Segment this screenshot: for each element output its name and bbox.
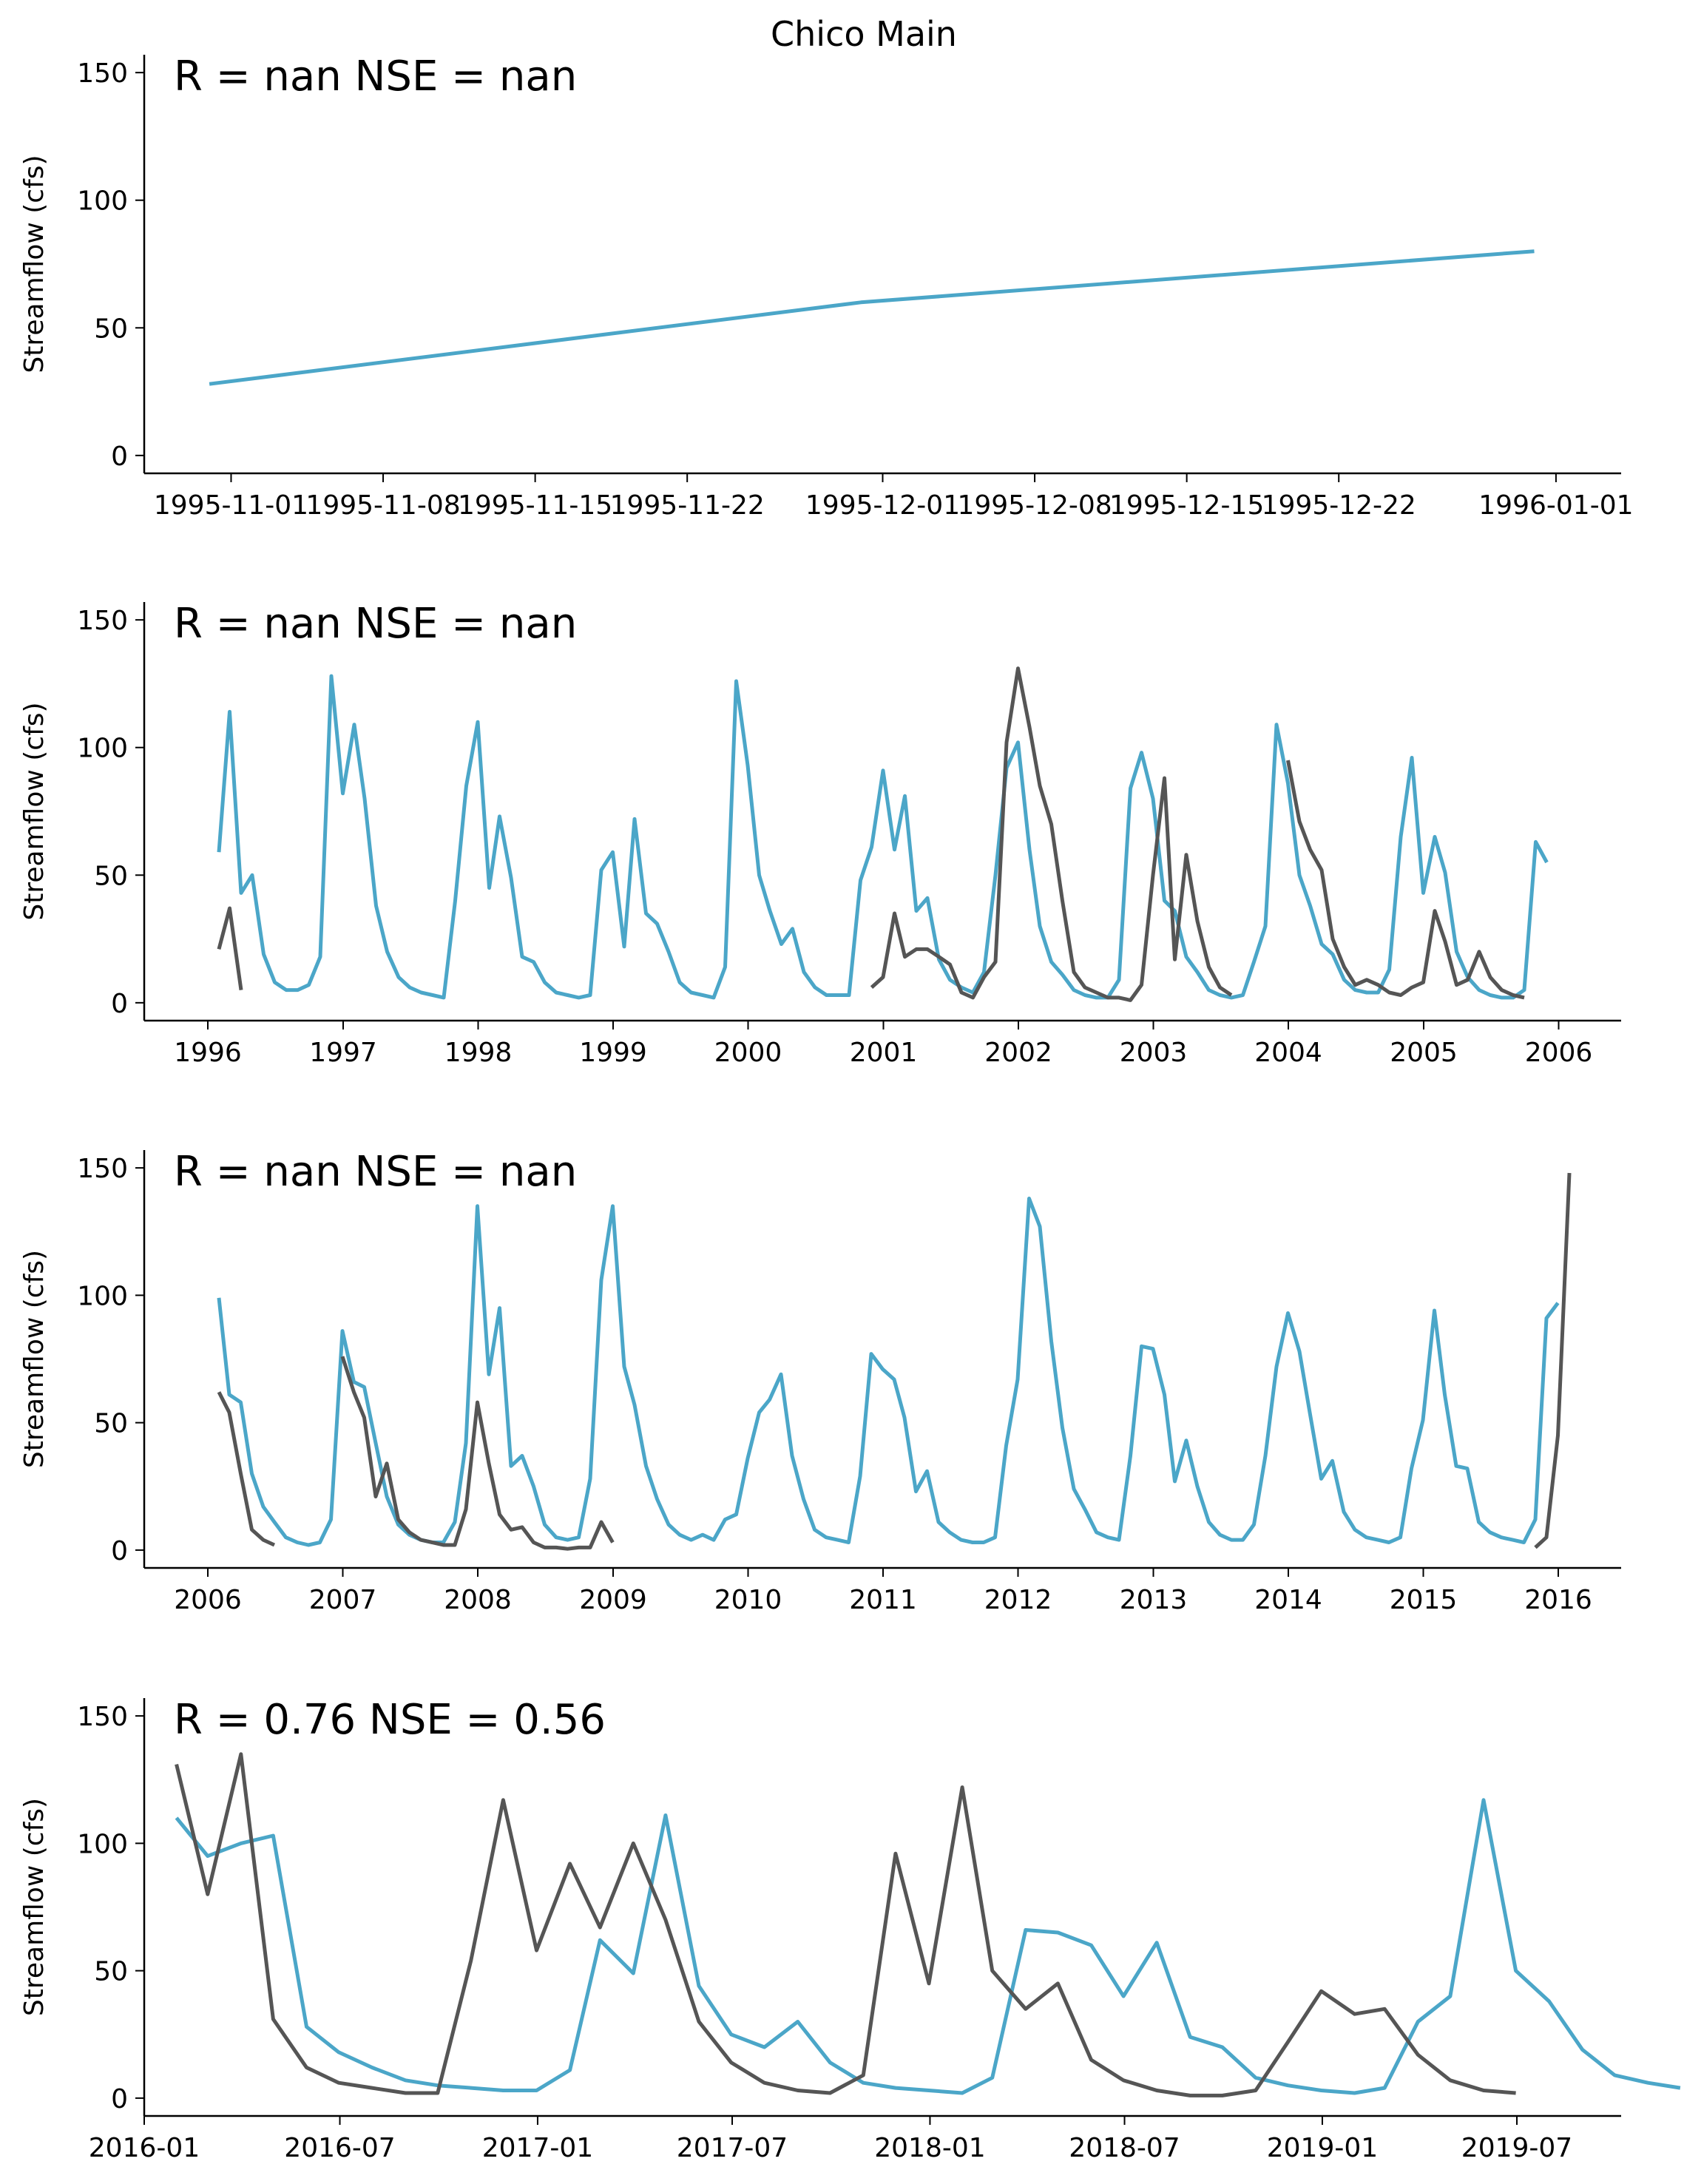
y-axis-label: Streamflow (cfs)	[19, 1798, 50, 2016]
x-tick-label: 1996	[174, 1038, 242, 1068]
x-tick-label: 1995-11-01	[154, 490, 308, 521]
x-tick-label: 1996-01-01	[1478, 490, 1633, 521]
y-tick-label: 100	[77, 1281, 128, 1311]
x-tick-label: 1997	[309, 1038, 377, 1068]
y-tick-label: 50	[94, 314, 128, 344]
x-tick-label: 2003	[1120, 1038, 1188, 1068]
metrics-annotation: R = 0.76 NSE = 0.56	[174, 1696, 606, 1744]
observed-series-line	[1286, 760, 1525, 1000]
x-tick-label: 2017-07	[677, 2133, 788, 2163]
x-tick-label: 2006	[174, 1585, 242, 1615]
y-tick-label: 50	[94, 1409, 128, 1439]
x-tick-label: 2005	[1390, 1038, 1458, 1068]
y-tick-label: 150	[77, 1702, 128, 1732]
x-tick-label: 2019-07	[1461, 2133, 1572, 2163]
x-tick-label: 1995-11-15	[458, 490, 612, 521]
x-tick-label: 2016-07	[284, 2133, 395, 2163]
x-tick-label: 2013	[1120, 1585, 1188, 1615]
x-tick-label: 2011	[849, 1585, 917, 1615]
x-tick-label: 2012	[984, 1585, 1052, 1615]
simulated-series-line	[217, 674, 1549, 1000]
y-axis-label: Streamflow (cfs)	[19, 155, 50, 373]
y-tick-label: 100	[77, 1829, 128, 1859]
x-tick-label: 2015	[1390, 1585, 1458, 1615]
x-tick-label: 2010	[714, 1585, 782, 1615]
x-tick-label: 2006	[1525, 1038, 1593, 1068]
y-tick-label: 0	[111, 989, 128, 1019]
x-tick-label: 2014	[1254, 1585, 1322, 1615]
y-tick-label: 50	[94, 861, 128, 891]
observed-series-line	[340, 1356, 615, 1551]
x-tick-label: 2007	[309, 1585, 377, 1615]
simulated-series-line	[209, 249, 1535, 386]
x-tick-label: 2018-07	[1069, 2133, 1180, 2163]
y-tick-label: 0	[111, 442, 128, 472]
x-tick-label: 2008	[444, 1585, 512, 1615]
x-tick-label: 1998	[444, 1038, 513, 1068]
observed-series-line	[1534, 1172, 1572, 1549]
x-tick-label: 2002	[984, 1038, 1052, 1068]
x-tick-label: 2018-01	[874, 2133, 985, 2163]
y-tick-label: 0	[111, 1536, 128, 1566]
chart-panel-4: 0 50 100 150 2016-01 2016-07 2017-01 2017-07 201…	[19, 1696, 1681, 2163]
x-tick-label: 1995-12-01	[805, 490, 960, 521]
x-tick-label: 1995-12-08	[957, 490, 1112, 521]
y-tick-label: 150	[77, 1154, 128, 1184]
x-tick-label: 2001	[850, 1038, 918, 1068]
y-tick-label: 150	[77, 606, 128, 636]
chart-panel-2: 0 50 100 150 1996 1997 1998 1999 2000 2001 2002 200…	[19, 600, 1621, 1068]
y-tick-label: 100	[77, 734, 128, 764]
x-tick-label: 1995-12-22	[1262, 490, 1416, 521]
y-tick-label: 100	[77, 186, 128, 217]
x-tick-label: 2004	[1254, 1038, 1322, 1068]
observed-series-line	[217, 1391, 276, 1547]
y-tick-label: 0	[111, 2084, 128, 2114]
y-axis-label: Streamflow (cfs)	[19, 702, 50, 920]
observed-series-line	[217, 906, 243, 990]
x-tick-label: 2009	[579, 1585, 647, 1615]
y-tick-label: 150	[77, 58, 128, 89]
x-tick-label: 2017-01	[482, 2133, 593, 2163]
x-tick-label: 1995-11-22	[610, 490, 765, 521]
figure-title: Chico Main	[771, 14, 957, 54]
chart-panel-3: 0 50 100 150 2006 2007 2008 2009 2010 2011 2012 201…	[19, 1148, 1621, 1615]
simulated-series-line	[175, 1798, 1681, 2095]
x-tick-label: 1995-11-08	[305, 490, 460, 521]
observed-series-line	[870, 666, 1233, 1002]
x-tick-label: 2016	[1524, 1585, 1592, 1615]
x-tick-label: 2016-01	[89, 2133, 200, 2163]
x-tick-label: 1995-12-15	[1109, 490, 1264, 521]
simulated-series-line	[217, 1197, 1560, 1547]
x-tick-label: 2000	[714, 1038, 782, 1068]
metrics-annotation: R = nan NSE = nan	[174, 600, 577, 648]
y-axis-label: Streamflow (cfs)	[19, 1250, 50, 1468]
x-tick-label: 2019-01	[1267, 2133, 1378, 2163]
y-tick-label: 50	[94, 1957, 128, 1987]
x-tick-label: 1999	[579, 1038, 647, 1068]
metrics-annotation: R = nan NSE = nan	[174, 1148, 577, 1196]
metrics-annotation: R = nan NSE = nan	[174, 53, 577, 101]
observed-series-line	[175, 1752, 1516, 2097]
chart-panel-1: 0501001501995-11-011995-11-081995-11-151…	[19, 53, 1634, 521]
